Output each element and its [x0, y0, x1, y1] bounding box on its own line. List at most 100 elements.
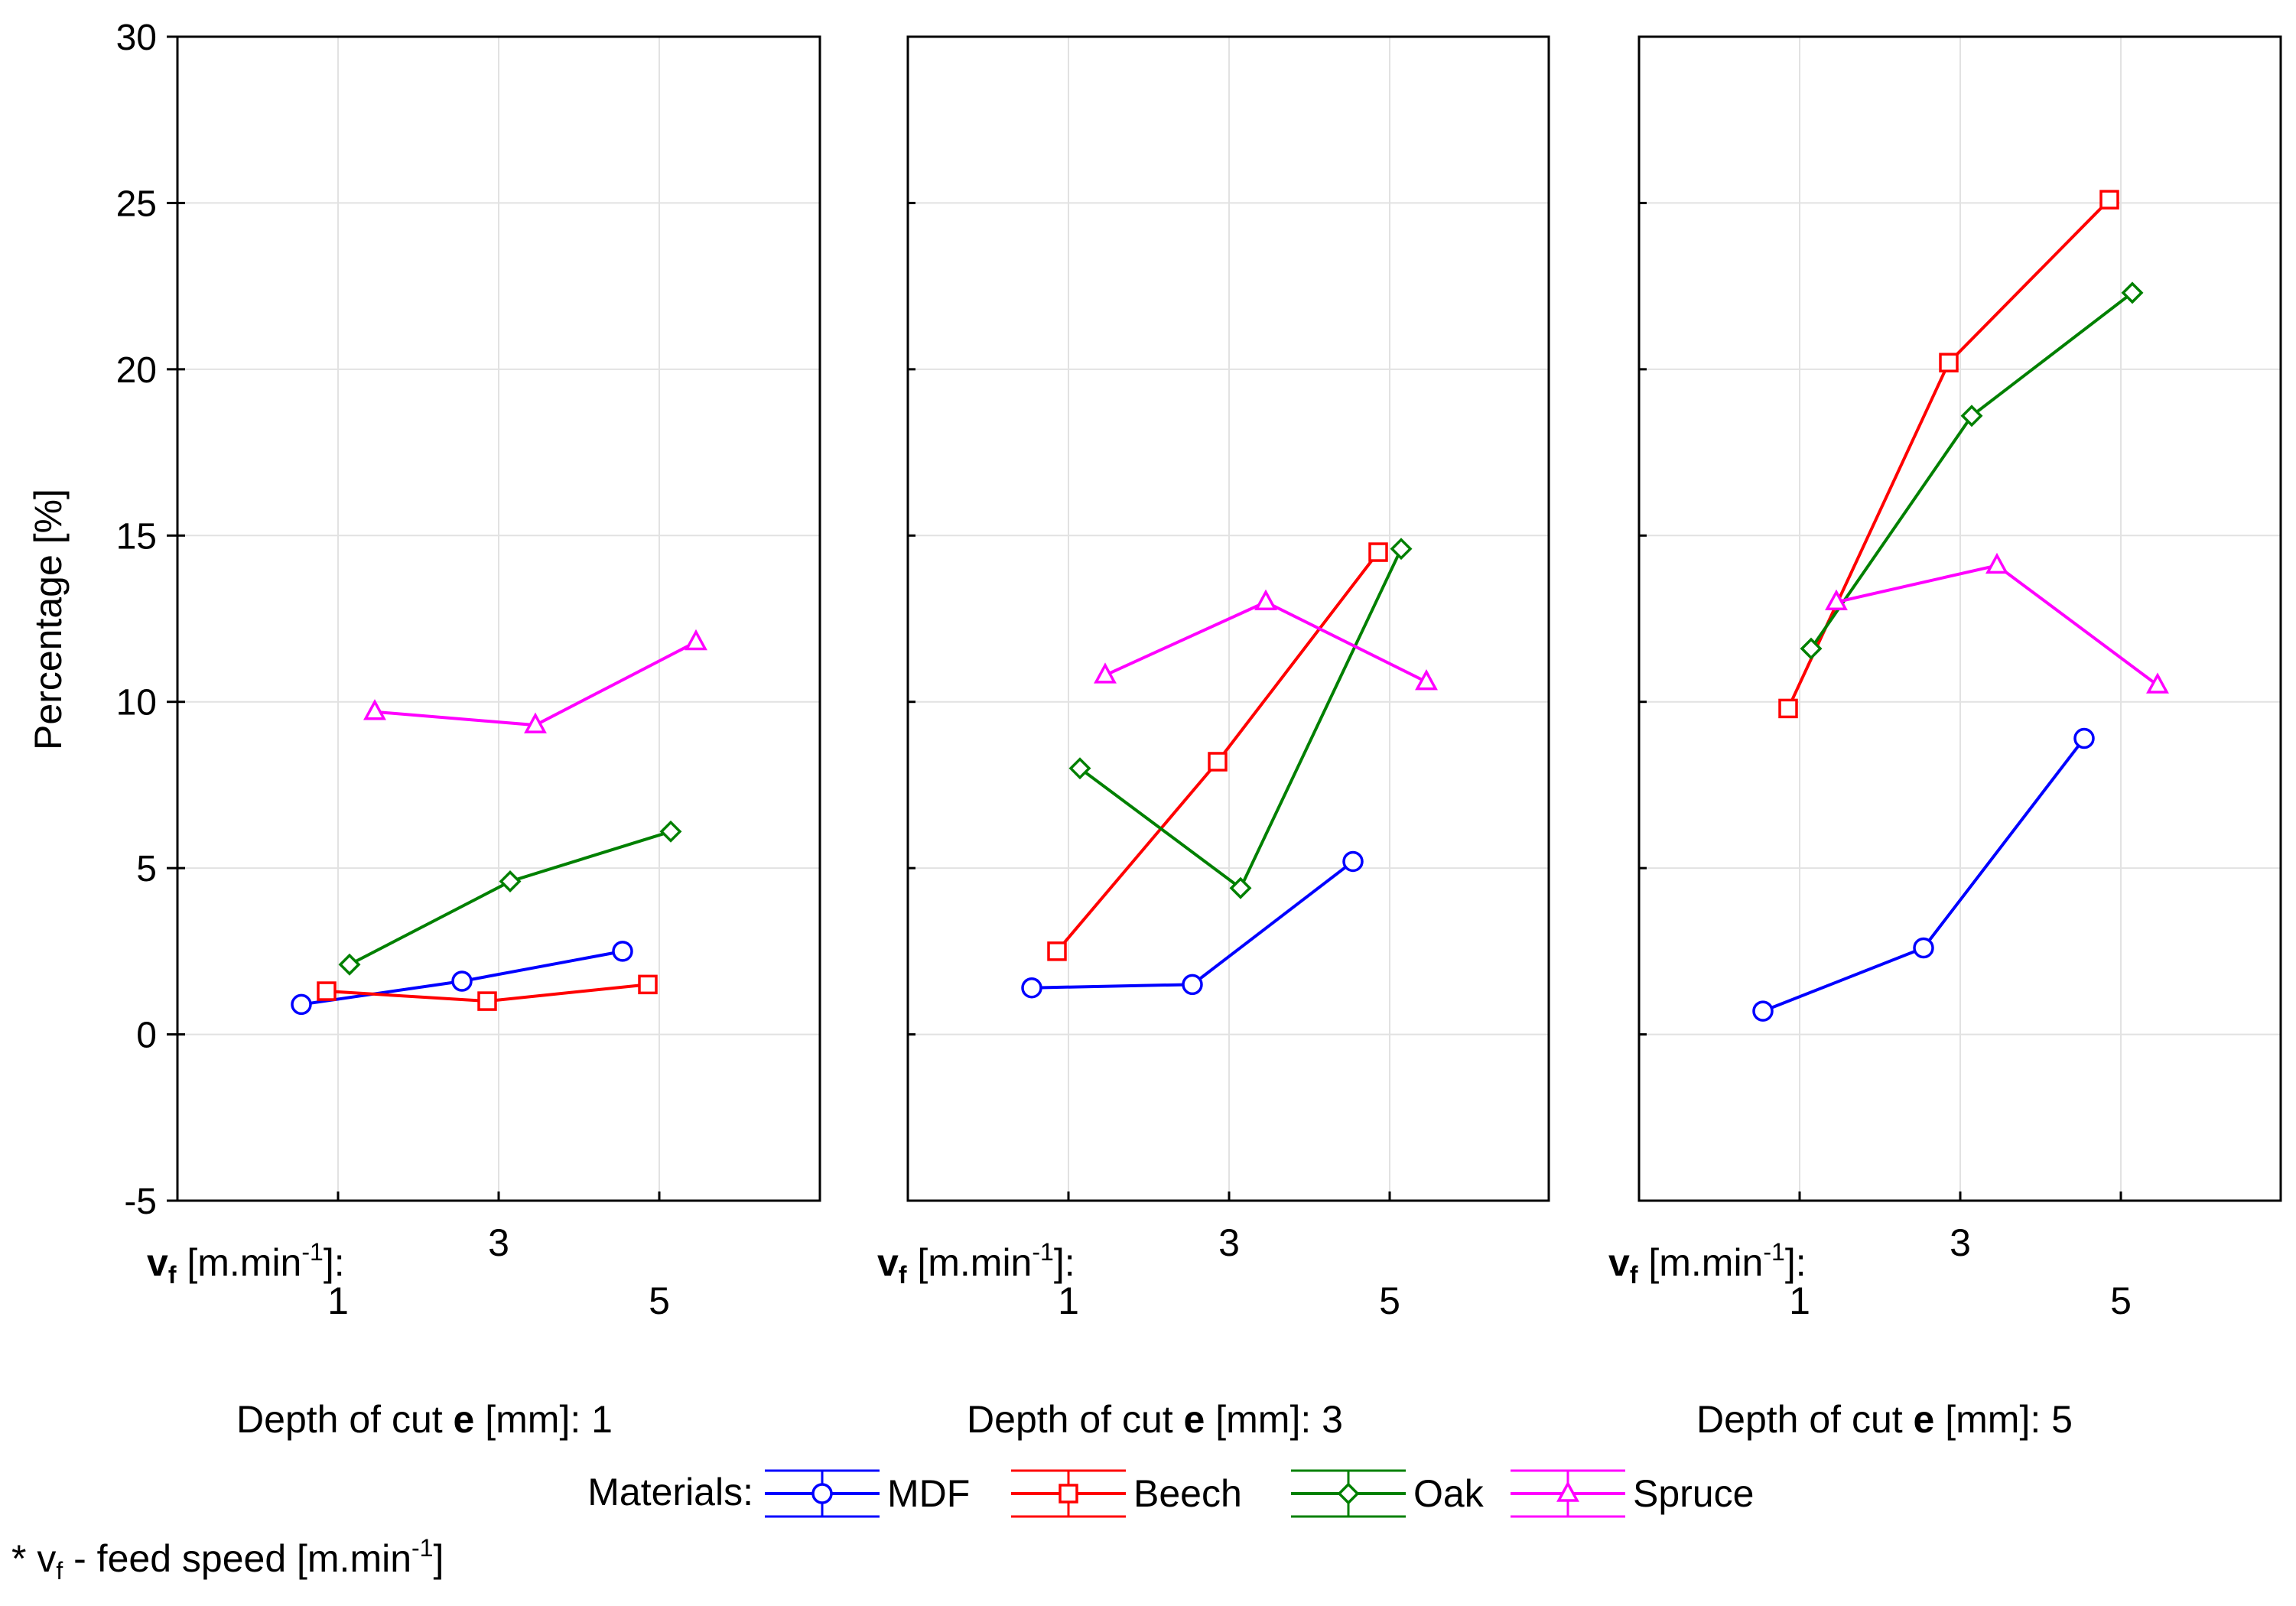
- legend-marker: [1337, 1482, 1360, 1505]
- data-point-oak: [1960, 405, 1983, 428]
- data-point-spruce: [1985, 552, 2008, 574]
- data-point-mdf: [1182, 974, 1203, 996]
- y-tick-label: -5: [124, 1182, 157, 1222]
- y-tick-label: 20: [116, 350, 157, 391]
- data-point-beech: [477, 991, 497, 1011]
- legend: Materials: MDF Beech Oak Spruce: [587, 1469, 1754, 1518]
- y-tick-label: 25: [116, 184, 157, 224]
- legend-item-beech: Beech: [1011, 1469, 1242, 1518]
- data-point-oak: [2121, 281, 2144, 304]
- legend-item-mdf: MDF: [765, 1469, 970, 1518]
- data-point-oak: [338, 953, 361, 976]
- series-line-mdf: [1762, 737, 2086, 1013]
- data-point-mdf: [1913, 937, 1934, 959]
- series-line-beech: [1787, 198, 2111, 710]
- series-spruce: [1094, 589, 1438, 691]
- y-tick-label: 10: [116, 683, 157, 723]
- x-factor-label: vf [m.min-1]:: [147, 1238, 345, 1289]
- series-beech: [317, 974, 658, 1011]
- panel-3: vf [m.min-1]:1 3 5: [1608, 35, 2282, 1322]
- x-level-label: 1: [327, 1279, 349, 1322]
- panel-1: vf [m.min-1]:1 3 5: [147, 35, 821, 1322]
- data-point-oak: [1800, 637, 1823, 660]
- y-tick-label: 15: [116, 516, 157, 557]
- series-spruce: [1825, 552, 2169, 694]
- data-point-spruce: [1825, 589, 1848, 611]
- data-point-oak: [1390, 538, 1413, 561]
- series-oak: [338, 820, 682, 976]
- legend-marker: [1556, 1481, 1579, 1502]
- data-point-beech: [2099, 190, 2119, 210]
- data-point-beech: [1047, 941, 1067, 961]
- x-factor-label: vf [m.min-1]:: [1608, 1238, 1807, 1289]
- y-tick-label: 0: [136, 1016, 157, 1056]
- panel-label-3: Depth of cut e [mm]: 5: [1696, 1398, 2073, 1441]
- legend-label: MDF: [887, 1472, 970, 1515]
- legend-item-oak: Oak: [1291, 1469, 1485, 1518]
- legend-label: Beech: [1133, 1472, 1242, 1515]
- x-level-label: 5: [2110, 1279, 2132, 1322]
- series-beech: [1047, 542, 1388, 961]
- data-point-spruce: [1254, 589, 1277, 611]
- x-level-label: 3: [1950, 1221, 1971, 1264]
- data-point-beech: [1208, 752, 1228, 772]
- data-point-beech: [638, 974, 658, 995]
- panel-label-1: Depth of cut e [mm]: 1: [236, 1398, 613, 1441]
- y-axis: 30 25 20 15 10 5 0 -5: [116, 18, 177, 1222]
- legend-title: Materials:: [587, 1471, 753, 1513]
- data-point-mdf: [1021, 977, 1042, 999]
- data-point-mdf: [451, 970, 473, 992]
- legend-marker: [811, 1483, 833, 1504]
- series-oak: [1068, 538, 1413, 899]
- y-tick-label: 5: [136, 849, 157, 889]
- series-oak: [1800, 281, 2144, 660]
- series-mdf: [1021, 850, 1364, 999]
- legend-label: Spruce: [1633, 1472, 1754, 1515]
- series-line-oak: [1810, 291, 2134, 650]
- x-level-label: 3: [1218, 1221, 1240, 1264]
- series-mdf: [1752, 727, 2095, 1022]
- data-point-mdf: [612, 941, 633, 962]
- data-point-beech: [317, 981, 337, 1001]
- data-point-oak: [1229, 876, 1252, 899]
- data-point-spruce: [685, 629, 707, 651]
- data-point-mdf: [291, 993, 312, 1016]
- data-point-spruce: [363, 699, 386, 720]
- series-spruce: [363, 629, 707, 733]
- legend-marker: [1059, 1484, 1078, 1504]
- series-line-spruce: [1836, 564, 2159, 687]
- series-line-spruce: [1104, 600, 1427, 684]
- x-factor-label: vf [m.min-1]:: [877, 1238, 1075, 1289]
- x-level-label: 1: [1789, 1279, 1810, 1322]
- series-beech: [1778, 190, 2119, 719]
- data-point-spruce: [1094, 662, 1117, 684]
- panel-2: vf [m.min-1]:1 3 5: [877, 35, 1550, 1322]
- y-axis-label: Percentage [%]: [27, 489, 70, 750]
- panel-label-2: Depth of cut e [mm]: 3: [967, 1398, 1343, 1441]
- x-level-label: 5: [1379, 1279, 1400, 1322]
- footnote: * vf - feed speed [m.min-1]: [11, 1534, 444, 1585]
- data-point-mdf: [2073, 727, 2095, 749]
- data-point-beech: [1939, 353, 1959, 372]
- series-line-oak: [1078, 548, 1403, 891]
- y-tick-label: 30: [116, 18, 157, 58]
- series-line-beech: [1055, 551, 1380, 953]
- legend-label: Oak: [1413, 1472, 1485, 1515]
- data-point-oak: [1068, 757, 1091, 780]
- x-level-label: 5: [649, 1279, 670, 1322]
- data-point-spruce: [2146, 672, 2169, 694]
- data-point-spruce: [1415, 668, 1438, 691]
- data-point-beech: [1778, 698, 1798, 719]
- data-point-beech: [1368, 542, 1388, 562]
- panel-labels: Depth of cut e [mm]: 1 Depth of cut e [m…: [236, 1398, 2073, 1441]
- series-mdf: [291, 941, 633, 1016]
- x-level-label: 1: [1058, 1279, 1079, 1322]
- data-point-spruce: [524, 712, 547, 733]
- legend-item-spruce: Spruce: [1511, 1469, 1754, 1518]
- data-point-oak: [659, 820, 682, 843]
- data-point-oak: [499, 870, 522, 893]
- data-point-mdf: [1342, 850, 1364, 873]
- data-point-mdf: [1752, 1000, 1774, 1022]
